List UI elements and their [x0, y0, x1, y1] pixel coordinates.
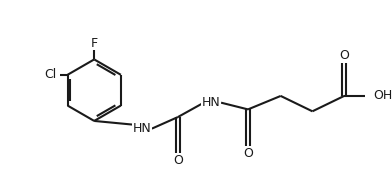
Text: OH: OH: [373, 89, 392, 102]
Text: O: O: [243, 147, 253, 160]
Text: O: O: [173, 154, 183, 167]
Text: F: F: [91, 37, 98, 50]
Text: O: O: [339, 49, 349, 62]
Text: Cl: Cl: [44, 68, 56, 81]
Text: HN: HN: [133, 122, 152, 135]
Text: HN: HN: [202, 96, 221, 109]
